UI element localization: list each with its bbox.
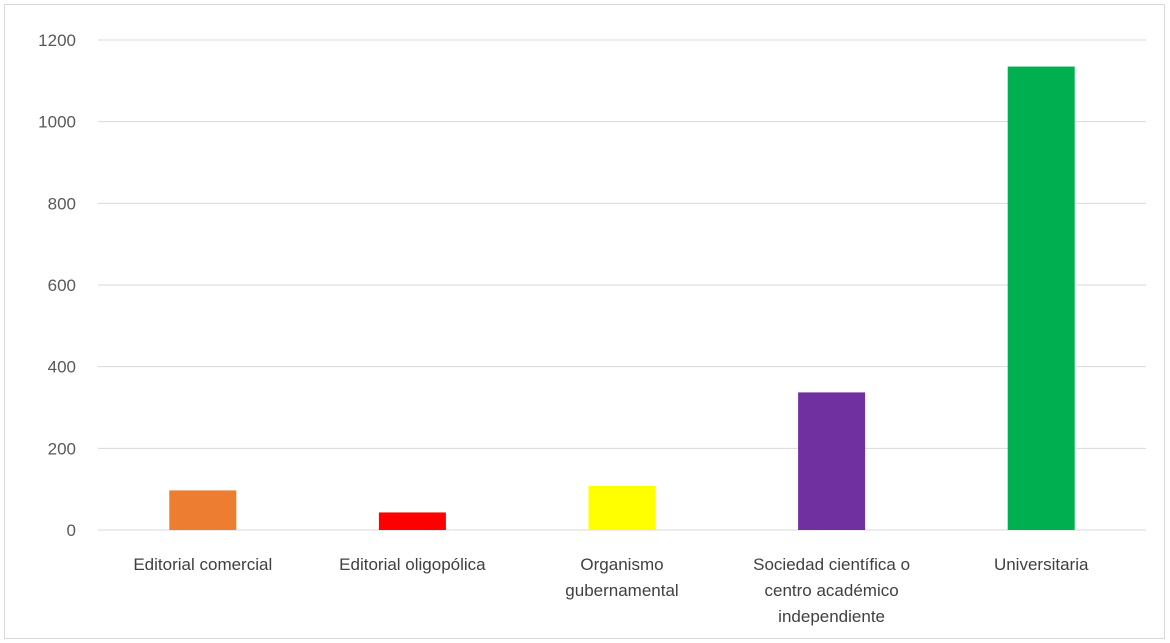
y-axis-ticks: 0 200 400 600 800 1000 1200 bbox=[38, 31, 76, 540]
x-category-label: Organismo bbox=[580, 555, 663, 574]
y-tick-label: 800 bbox=[48, 194, 76, 213]
bar bbox=[1007, 66, 1075, 531]
x-category-label: Universitaria bbox=[994, 555, 1089, 574]
x-category-label: Editorial oligopólica bbox=[339, 555, 486, 574]
chart-frame bbox=[4, 4, 1165, 639]
x-category-label: independiente bbox=[778, 607, 885, 626]
y-tick-label: 1200 bbox=[38, 31, 76, 50]
x-category-label: Sociedad científica o bbox=[753, 555, 910, 574]
y-tick-label: 200 bbox=[48, 439, 76, 458]
x-axis-labels: Editorial comercial Editorial oligopólica… bbox=[133, 555, 1089, 626]
bar bbox=[798, 392, 866, 530]
y-tick-label: 1000 bbox=[38, 113, 76, 132]
x-category-label: Editorial comercial bbox=[133, 555, 272, 574]
bars bbox=[169, 66, 1075, 531]
x-category-label: gubernamental bbox=[565, 581, 678, 600]
y-tick-label: 600 bbox=[48, 276, 76, 295]
y-tick-label: 400 bbox=[48, 358, 76, 377]
bar bbox=[588, 485, 656, 530]
y-tick-label: 0 bbox=[67, 521, 76, 540]
bar bbox=[169, 490, 237, 530]
gridlines bbox=[98, 39, 1146, 531]
x-category-label: centro académico bbox=[765, 581, 899, 600]
bar bbox=[378, 512, 446, 530]
